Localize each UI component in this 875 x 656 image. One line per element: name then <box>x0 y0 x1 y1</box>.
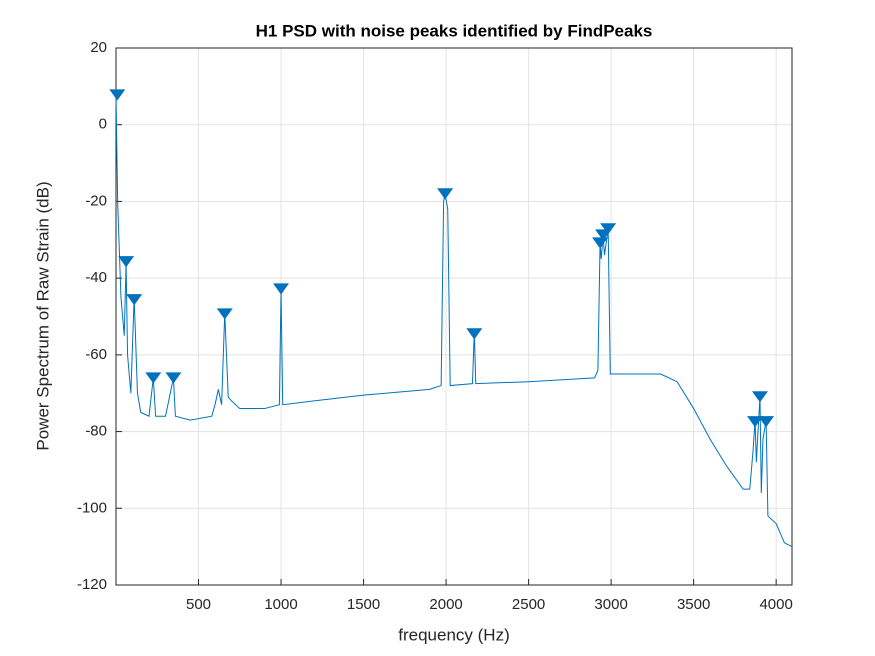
peak-marker <box>466 328 483 340</box>
peak-marker <box>752 391 768 403</box>
y-tick-label: 0 <box>99 116 107 133</box>
x-tick-label: 3500 <box>677 596 710 613</box>
y-tick-label: -100 <box>77 499 107 516</box>
peak-marker <box>600 223 617 235</box>
plot-frame <box>115 47 793 586</box>
y-tick-label: 20 <box>90 39 107 56</box>
peak-marker <box>747 416 764 428</box>
peak-marker <box>109 89 126 101</box>
peak-marker <box>273 283 290 295</box>
peak-marker <box>595 229 612 241</box>
x-tick-label: 500 <box>186 596 211 613</box>
y-tick-label: -120 <box>77 576 107 593</box>
x-tick-label: 3000 <box>594 596 627 613</box>
x-axis-label: frequency (Hz) <box>398 625 509 644</box>
x-tick-label: 4000 <box>759 596 792 613</box>
peak-marker <box>592 237 609 249</box>
peak-marker <box>165 372 182 384</box>
x-tick-label: 2500 <box>512 596 545 613</box>
peak-marker <box>437 188 454 200</box>
y-tick-label: -40 <box>85 269 107 286</box>
peak-marker <box>758 416 775 428</box>
peak-marker <box>216 308 233 320</box>
x-tick-label: 2000 <box>429 596 462 613</box>
y-tick-label: -60 <box>85 346 107 363</box>
y-tick-label: -80 <box>85 423 107 440</box>
peak-marker <box>118 256 135 268</box>
x-tick-label: 1500 <box>347 596 380 613</box>
y-axis-label: Power Spectrum of Raw Strain (dB) <box>33 181 52 450</box>
x-tick-label: 1000 <box>264 596 297 613</box>
chart-title: H1 PSD with noise peaks identified by Fi… <box>256 21 653 40</box>
y-tick-label: -20 <box>85 192 107 209</box>
peak-marker <box>145 372 162 384</box>
peak-marker <box>126 294 143 306</box>
